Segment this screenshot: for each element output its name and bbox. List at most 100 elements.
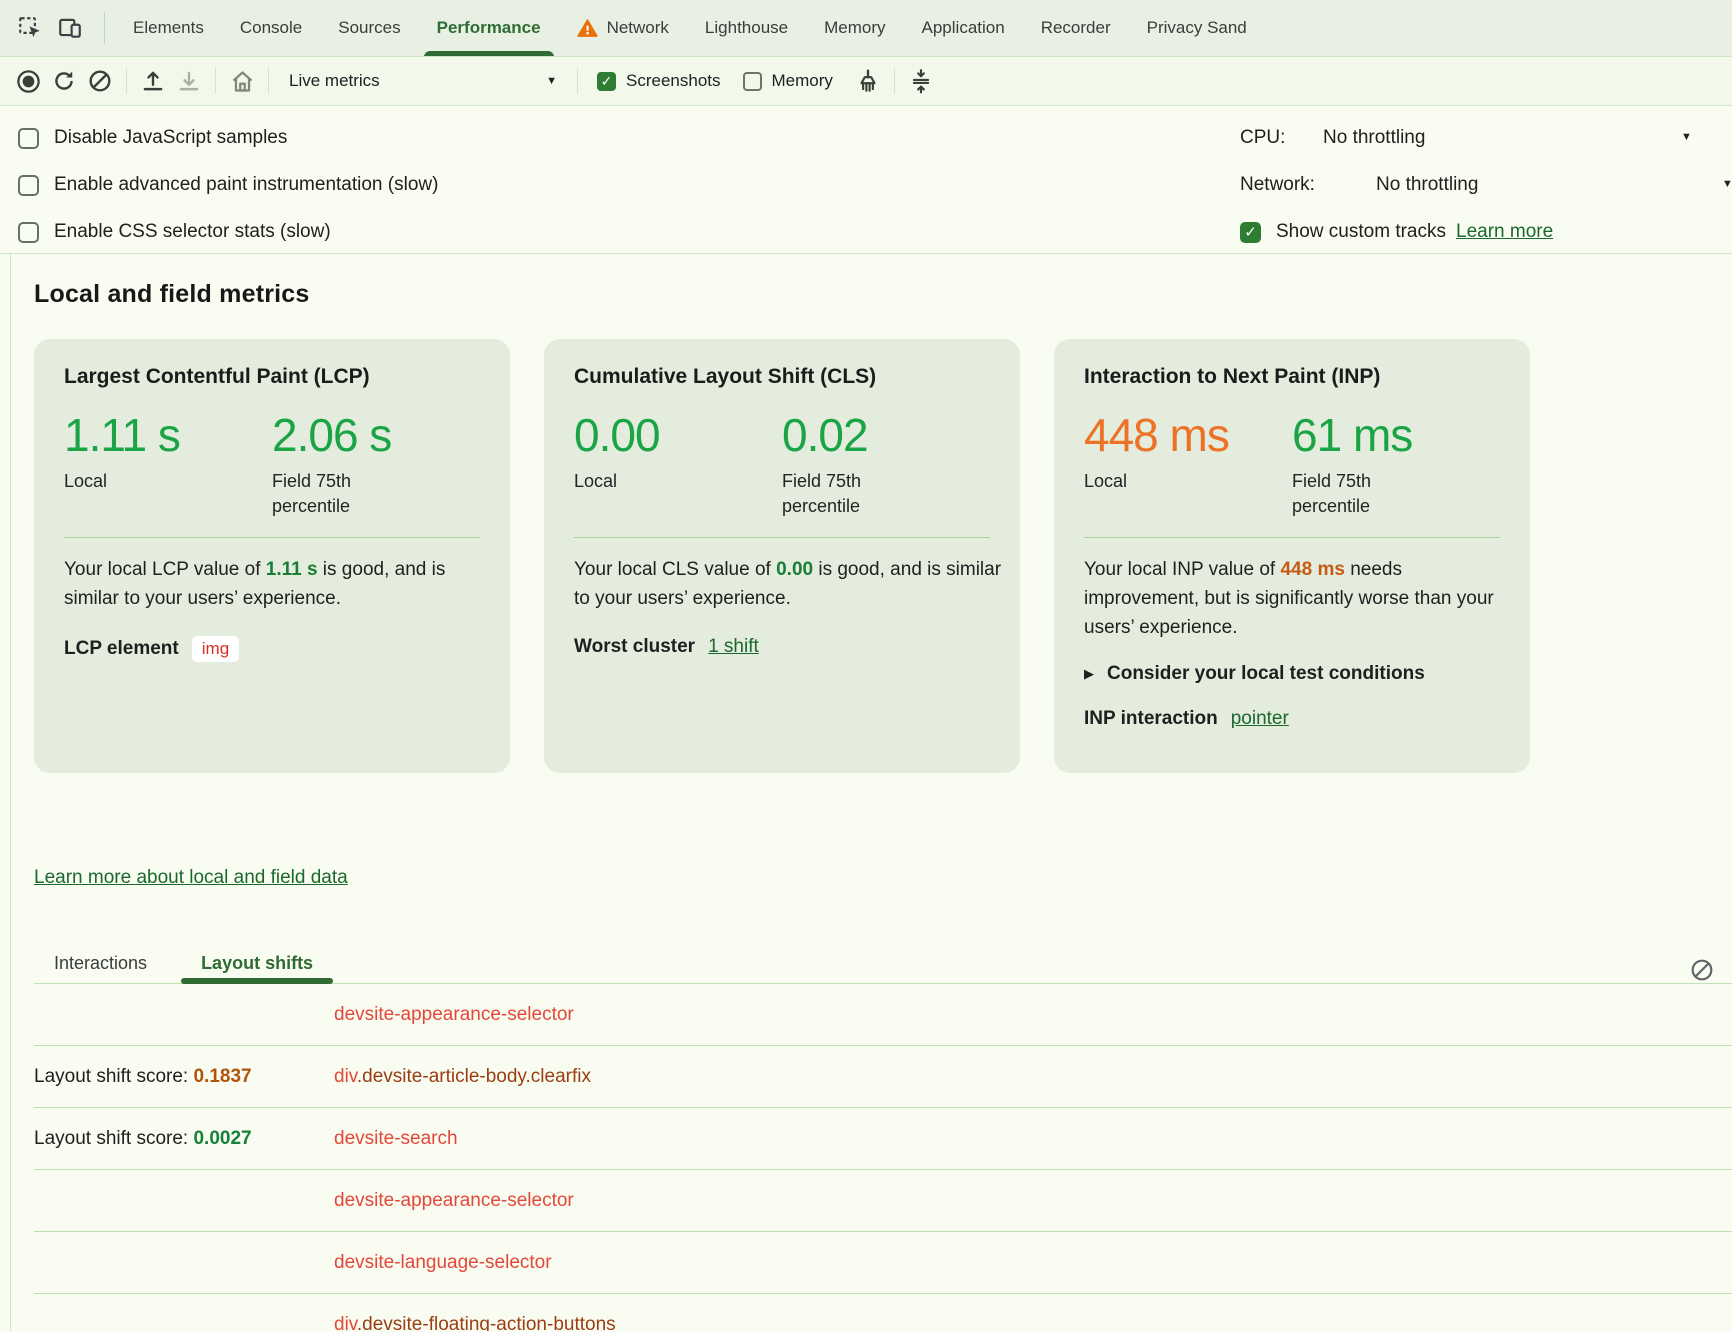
checkbox-icon: ✓ [597,71,616,91]
reload-record-button[interactable] [46,63,82,99]
tab-label: Sources [338,18,401,37]
option-label: Enable CSS selector stats (slow) [54,221,331,242]
inp-field-label: Field 75th percentile [1292,470,1372,516]
cpu-label: CPU: [1240,127,1286,148]
capture-option-checkboxes: ✓ Disable JavaScript samples ✓ Enable advan… [18,121,438,249]
tab-label: Memory [824,18,886,37]
inspect-icon[interactable] [14,12,46,44]
capture-options: ✓ Disable JavaScript samples ✓ Enable advan… [0,106,1732,254]
tab-label: Console [239,18,303,37]
cls-field-label: Field 75th percentile [782,470,862,516]
culprit-node-link[interactable]: devsite-appearance-selector [334,1003,574,1025]
lcp-local-label: Local [64,470,108,491]
lcp-field-value: 2.06 s [272,409,392,461]
tab-label: Recorder [1040,18,1111,37]
divider [215,68,216,94]
inp-local-value: 448 ms [1084,409,1230,461]
lcp-element-label: LCP element [64,638,179,660]
option-disable-javascript-samples[interactable]: ✓ Disable JavaScript samples [18,121,438,155]
home-icon[interactable] [224,63,260,99]
metric-cards: Largest Contentful Paint (LCP) 1.11 s Lo… [34,339,1732,773]
tab-label: Network [606,18,669,37]
custom-tracks-learn-more-link[interactable]: Learn more [1456,221,1554,242]
cpu-value: No throttling [1323,127,1426,148]
clear-button[interactable] [82,63,118,99]
table-row: devsite-language-selector [34,1232,1732,1294]
layout-shift-score: Layout shift score: 0.1837 [34,1065,252,1087]
local-test-conditions-expander[interactable]: ▶ Consider your local test conditions [1084,663,1425,685]
custom-tracks-label: Show custom tracks [1276,221,1446,242]
upload-profile-icon[interactable] [135,63,171,99]
tab-console[interactable]: Console [222,0,320,56]
network-throttling-select[interactable]: Network: No throttling ▼ [1240,168,1732,202]
checkbox-icon: ✓ [18,174,39,196]
inp-card-title: Interaction to Next Paint (INP) [1084,365,1381,388]
clear-log-icon[interactable] [1688,956,1716,984]
view-mode-select[interactable]: Live metrics ▼ [277,71,569,91]
tab-privacy-sand[interactable]: Privacy Sand [1129,0,1265,56]
network-label: Network: [1240,174,1315,195]
table-row: div.devsite-floating-action-buttons [34,1294,1732,1332]
cpu-throttling-select[interactable]: CPU: No throttling ▼ [1240,121,1732,155]
option-enable-advanced-paint-instrumentation-slow-[interactable]: ✓ Enable advanced paint instrumentation (… [18,168,438,202]
lcp-field-label: Field 75th percentile [272,470,352,516]
inp-description: Your local INP value of 448 ms needs imp… [1084,559,1494,639]
performance-toolbar: Live metrics ▼ ✓ Screenshots ✓ Memory [0,57,1732,106]
table-row: Layout shift score: 0.0027 devsite-search [34,1108,1732,1170]
throttling-options: CPU: No throttling ▼ Network: No throttl… [1240,121,1732,249]
tab-recorder[interactable]: Recorder [1023,0,1129,56]
tab-lighthouse[interactable]: Lighthouse [687,0,806,56]
lcp-element-node-link[interactable]: img [191,636,240,663]
tab-application[interactable]: Application [904,0,1023,56]
cls-field-value: 0.02 [782,409,869,461]
tab-network[interactable]: Network [559,0,687,56]
field-data-learn-more-link[interactable]: Learn more about local and field data [34,867,348,888]
checkbox-icon: ✓ [742,71,762,91]
screenshots-checkbox[interactable]: ✓ Screenshots [597,71,721,91]
lcp-card-title: Largest Contentful Paint (LCP) [64,365,370,388]
tab-label: Application [921,18,1005,37]
screenshots-label: Screenshots [626,71,721,90]
warning-icon [577,18,598,37]
cls-card-title: Cumulative Layout Shift (CLS) [574,365,877,388]
cls-card: Cumulative Layout Shift (CLS) 0.00 Local… [544,339,1020,773]
custom-tracks-row: ✓ Show custom tracks Learn more [1240,215,1732,249]
cls-local-label: Local [574,470,618,491]
cls-local-value: 0.00 [574,409,661,461]
culprit-node-link[interactable]: devsite-language-selector [334,1251,552,1273]
culprit-node-link[interactable]: devsite-appearance-selector [334,1189,574,1211]
divider [893,68,895,94]
collapse-sections-icon[interactable] [903,63,939,99]
culprit-node-link[interactable]: devsite-search [334,1127,458,1149]
memory-checkbox[interactable]: ✓ Memory [742,71,833,91]
table-row: devsite-appearance-selector [34,984,1732,1046]
download-profile-icon [171,63,207,99]
tab-elements[interactable]: Elements [115,0,222,56]
memory-label: Memory [771,71,833,90]
tab-layout-shifts[interactable]: Layout shifts [181,943,334,984]
live-metrics-view: Local and field metrics Largest Contentf… [10,254,1732,1331]
inp-interaction-label: INP interaction [1084,708,1218,730]
culprit-node-link[interactable]: div.devsite-article-body.clearfix [334,1065,591,1087]
device-toolbar-icon[interactable] [54,12,86,44]
option-enable-css-selector-stats-slow-[interactable]: ✓ Enable CSS selector stats (slow) [18,215,438,249]
view-mode-label: Live metrics [289,71,380,90]
tab-memory[interactable]: Memory [806,0,903,56]
custom-tracks-checkbox[interactable]: ✓ [1240,221,1261,243]
tab-interactions[interactable]: Interactions [54,952,148,973]
chevron-down-icon: ▼ [1722,178,1732,190]
inp-interaction-link[interactable]: pointer [1230,708,1289,730]
worst-cluster-link[interactable]: 1 shift [708,636,759,658]
tab-performance[interactable]: Performance [419,0,559,56]
tab-sources[interactable]: Sources [320,0,418,56]
culprit-node-link[interactable]: div.devsite-floating-action-buttons [334,1313,616,1332]
page-title: Local and field metrics [34,280,310,308]
inp-field-value: 61 ms [1292,409,1413,461]
gc-broom-icon[interactable] [850,63,886,99]
lcp-description: Your local LCP value of 1.11 s is good, … [64,559,446,610]
logs-tabs: Interactions Layout shifts [34,943,1732,984]
lcp-local-value: 1.11 s [64,409,181,461]
chevron-down-icon: ▼ [1681,131,1692,143]
record-button[interactable] [10,63,46,99]
tab-label: Lighthouse [704,18,789,37]
